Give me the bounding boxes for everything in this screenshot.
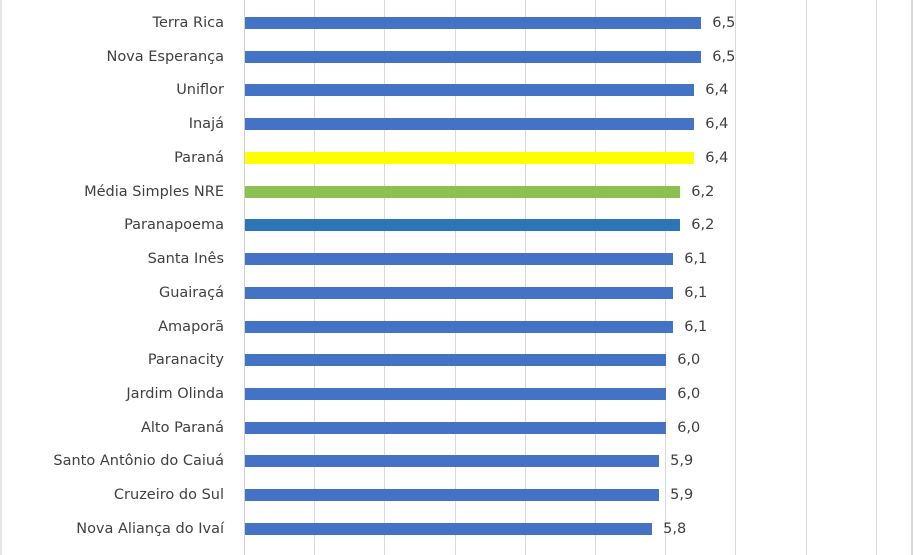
category-label: Paranacity <box>147 352 224 369</box>
bar-row: Amaporã 6,1 <box>2 310 915 344</box>
category-label: Nova Esperança <box>106 48 224 65</box>
bar <box>245 84 695 97</box>
category-label: Inajá <box>188 116 224 133</box>
category-axis-line <box>244 0 245 555</box>
category-label: Alto Paraná <box>140 419 224 436</box>
bar <box>245 320 674 333</box>
data-value-label: 6,1 <box>684 318 708 335</box>
gridline <box>806 0 807 555</box>
data-value-label: 6,0 <box>677 352 701 369</box>
category-label: Amaporã <box>158 318 224 335</box>
category-label: Guairaçá <box>158 284 224 301</box>
gridline <box>314 0 315 555</box>
gridline <box>595 0 596 555</box>
data-value-label: 6,1 <box>684 251 708 268</box>
bar <box>245 522 653 535</box>
bar-row: Nova Aliança do Ivaí 5,8 <box>2 512 915 546</box>
category-label: Terra Rica <box>152 15 224 31</box>
bar <box>245 151 695 164</box>
bar-row: Nova Esperança 6,5 <box>2 40 915 74</box>
data-value-label: 6,4 <box>705 116 729 133</box>
bar <box>245 118 695 131</box>
bar <box>245 185 681 198</box>
data-value-label: 5,9 <box>670 487 694 504</box>
category-label: Média Simples NRE <box>84 183 224 200</box>
bar-row: Paraná 6,4 <box>2 141 915 175</box>
category-label: Santa Inês <box>147 251 224 268</box>
data-value-label: 6,5 <box>712 15 736 31</box>
bar-row: Cruzeiro do Sul 5,9 <box>2 478 915 512</box>
data-value-label: 6,1 <box>684 284 708 301</box>
bar <box>245 455 660 468</box>
gridline <box>525 0 526 555</box>
category-label: Jardim Olinda <box>126 386 224 403</box>
bar <box>245 50 702 63</box>
data-value-label: 6,2 <box>691 217 715 234</box>
gridline <box>665 0 666 555</box>
bar <box>245 388 667 401</box>
bar-row: Paranapoema 6,2 <box>2 208 915 242</box>
category-label: Paraná <box>174 149 224 166</box>
bar-row: Jardim Olinda 6,0 <box>2 377 915 411</box>
bar <box>245 17 702 29</box>
gridline <box>876 0 877 555</box>
data-value-label: 6,4 <box>705 82 729 99</box>
data-value-label: 5,9 <box>670 453 694 470</box>
bar-row: Uniflor 6,4 <box>2 73 915 107</box>
data-value-label: 6,2 <box>691 183 715 200</box>
bar-row: Terra Rica 6,5 <box>2 6 915 40</box>
bar <box>245 421 667 434</box>
bar <box>245 489 660 502</box>
bar-row: Santa Inês 6,1 <box>2 242 915 276</box>
data-value-label: 5,8 <box>663 520 687 537</box>
bar-row: Média Simples NRE 6,2 <box>2 175 915 209</box>
data-value-label: 6,5 <box>712 48 736 65</box>
category-label: Paranapoema <box>124 217 224 234</box>
gridline <box>384 0 385 555</box>
gridline <box>735 0 736 555</box>
bar <box>245 286 674 299</box>
bar-row: Paranacity 6,0 <box>2 343 915 377</box>
category-label: Nova Aliança do Ivaí <box>76 520 224 537</box>
data-value-label: 6,4 <box>705 149 729 166</box>
bar <box>245 354 667 367</box>
data-value-label: 6,0 <box>677 419 701 436</box>
data-value-label: 6,0 <box>677 386 701 403</box>
bar <box>245 253 674 266</box>
gridline <box>455 0 456 555</box>
category-label: Uniflor <box>176 82 224 99</box>
category-label: Santo Antônio do Caiuá <box>53 453 224 470</box>
bar-row: Santo Antônio do Caiuá 5,9 <box>2 444 915 478</box>
bar-row: Guairaçá 6,1 <box>2 276 915 310</box>
bar-row: Inajá 6,4 <box>2 107 915 141</box>
bar-row: Alto Paraná 6,0 <box>2 411 915 445</box>
category-label: Cruzeiro do Sul <box>113 487 224 504</box>
bar <box>245 219 681 232</box>
